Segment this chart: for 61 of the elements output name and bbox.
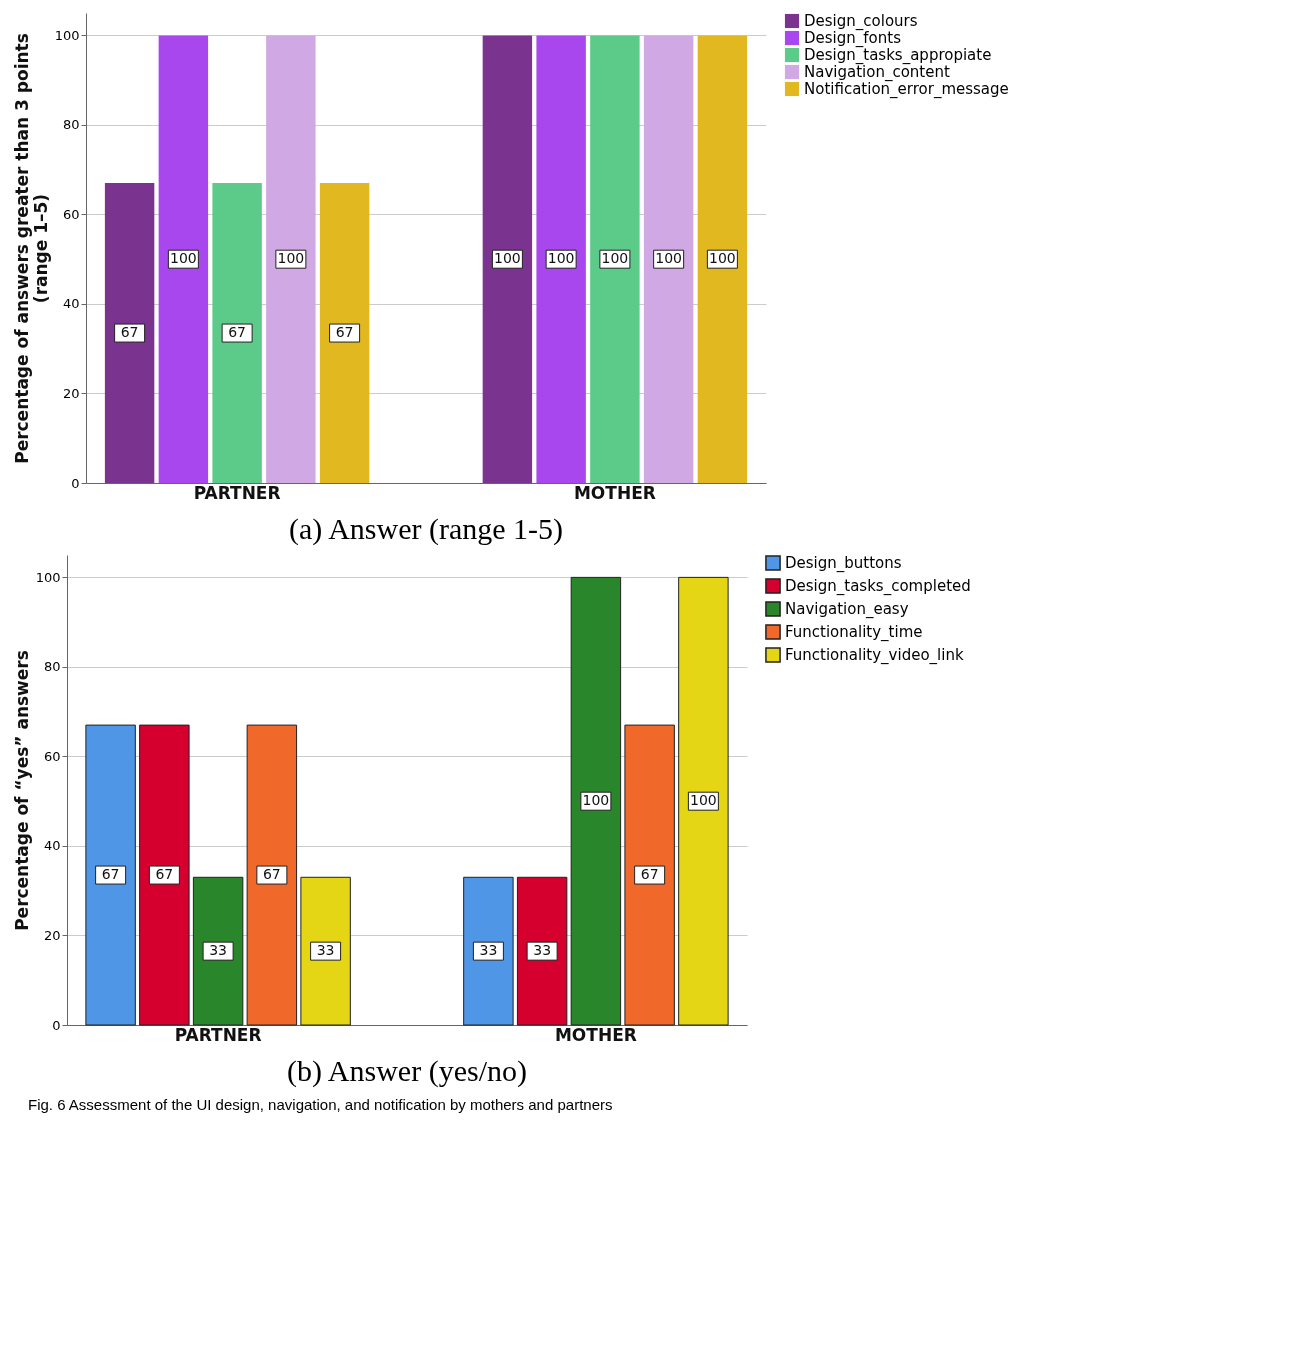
- y-tick-label: 40: [43, 838, 61, 854]
- x-tick-label: PARTNER: [193, 482, 281, 503]
- data-label: 100: [601, 250, 629, 267]
- x-tick-label: MOTHER: [573, 482, 656, 503]
- data-label: 33: [316, 942, 335, 959]
- data-label: 67: [228, 324, 247, 341]
- data-label: 100: [655, 250, 682, 267]
- bar: [139, 724, 190, 1026]
- bar: [192, 876, 244, 1026]
- y-tick-label: 40: [62, 296, 80, 312]
- y-tick-label: 20: [43, 927, 61, 943]
- legend-label: Design_colours: [804, 12, 918, 31]
- bar: [300, 876, 351, 1026]
- text: (a) Answer (range 1-5): [288, 512, 564, 546]
- y-tick-label: 60: [62, 206, 80, 222]
- x-tick-label: MOTHER: [554, 1024, 637, 1045]
- legend-label: Design_tasks_appropiate: [804, 46, 992, 65]
- y-axis-title: Percentage of answers greater than 3 points (range 1–5): [11, 33, 51, 464]
- bar: [246, 724, 298, 1026]
- data-label: 67: [120, 324, 139, 341]
- data-label: 100: [277, 250, 305, 267]
- bar: [624, 724, 675, 1026]
- data-label: 100: [547, 250, 575, 267]
- y-tick-label: 0: [71, 475, 80, 491]
- data-label: 100: [690, 792, 717, 809]
- data-label: 67: [335, 324, 354, 341]
- legend-label: Functionality_time: [785, 623, 923, 642]
- data-label: 100: [582, 792, 610, 809]
- y-tick-label: 20: [62, 385, 80, 401]
- data-label: 33: [209, 942, 228, 959]
- y-tick-label: 60: [43, 748, 61, 764]
- bar: [516, 876, 568, 1026]
- data-label: 67: [262, 866, 281, 883]
- y-tick-label: 0: [52, 1017, 61, 1033]
- data-label: 67: [155, 866, 174, 883]
- caption: Fig. 6 Assessment of the UI design, navigation, and notification by mothers and partners: [28, 1096, 614, 1113]
- y-tick-label: 80: [62, 117, 80, 133]
- data-label: 100: [709, 250, 736, 267]
- data-label: 33: [479, 942, 498, 959]
- bar: [85, 724, 136, 1026]
- text: (b) Answer (yes/no): [287, 1054, 527, 1088]
- legend-label: Notification_error_message: [804, 80, 1009, 99]
- legend-label: Design_tasks_completed: [785, 577, 971, 596]
- y-tick-label: 100: [54, 27, 80, 43]
- bar: [678, 576, 729, 1026]
- data-label: 100: [170, 250, 197, 267]
- y-axis-title: Percentage of “yes” answers: [11, 650, 32, 931]
- data-label: 33: [533, 942, 552, 959]
- legend-label: Design_fonts: [804, 29, 902, 48]
- data-label: 100: [494, 250, 521, 267]
- legend-label: Navigation_content: [804, 63, 950, 82]
- legend-label: Design_buttons: [785, 554, 902, 573]
- legend-label: Navigation_easy: [785, 600, 909, 619]
- data-label: 67: [640, 866, 659, 883]
- bar: [570, 576, 622, 1026]
- bar: [463, 876, 514, 1026]
- legend-label: Functionality_video_link: [785, 646, 964, 665]
- y-tick-label: 100: [35, 569, 61, 585]
- x-tick-label: PARTNER: [174, 1024, 262, 1045]
- data-label: 67: [101, 866, 120, 883]
- y-tick-label: 80: [43, 659, 61, 675]
